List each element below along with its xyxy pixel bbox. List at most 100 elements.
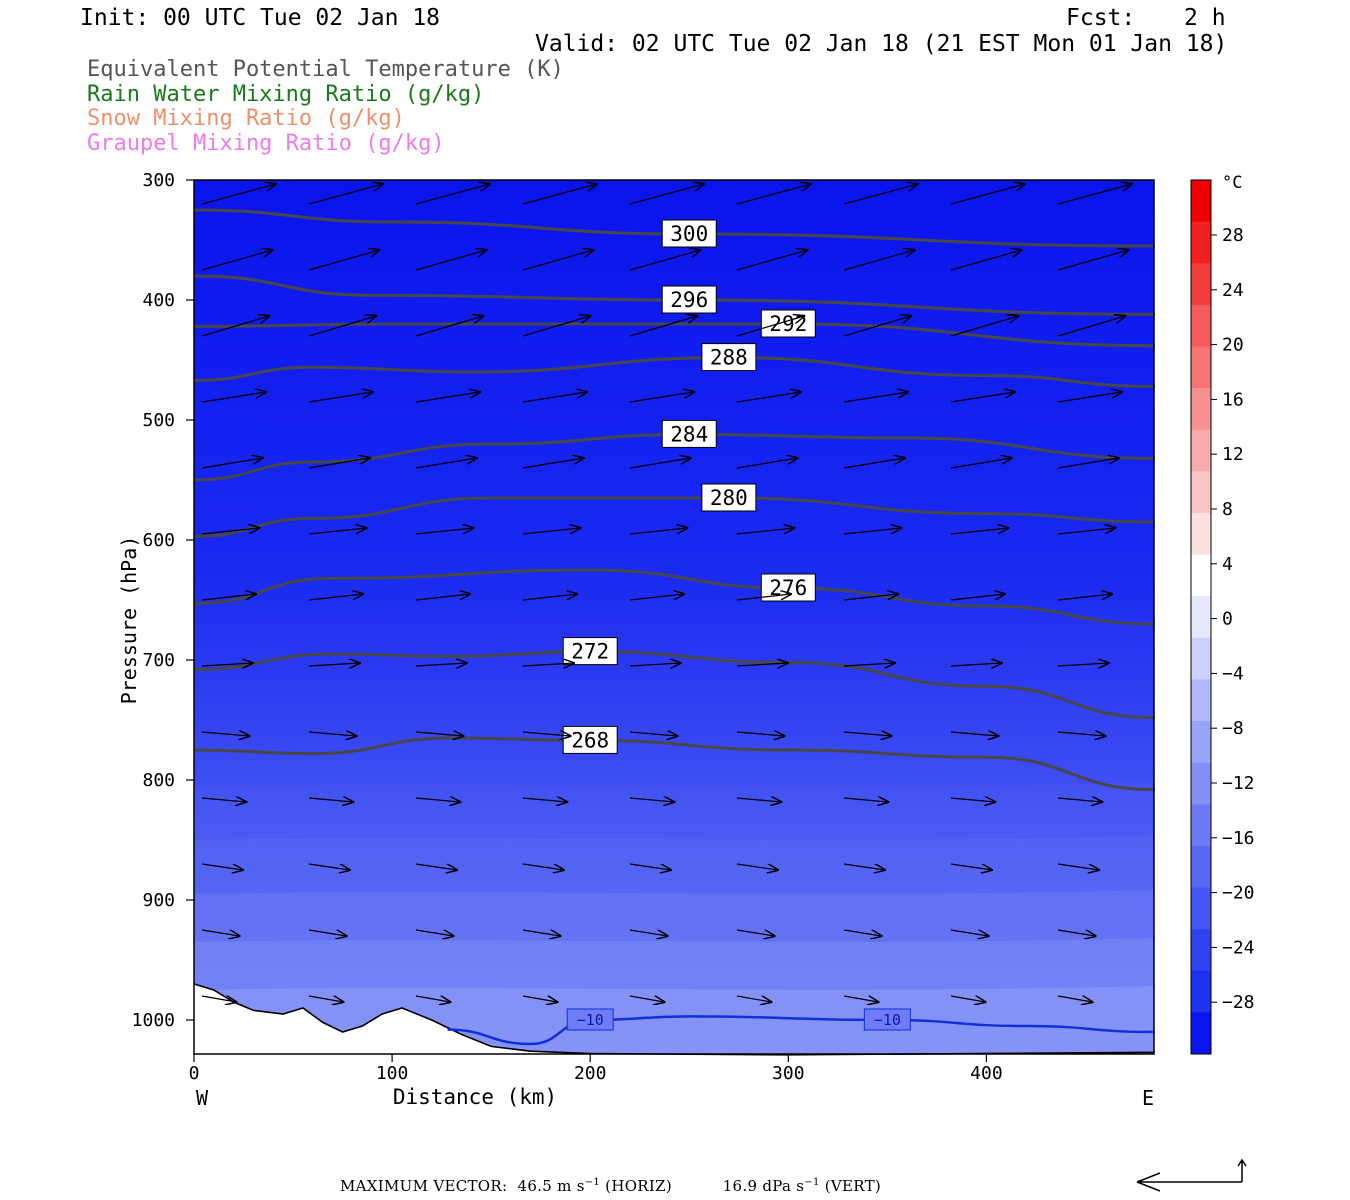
- wind-vector: [629, 996, 664, 1002]
- x-axis-title: Distance (km): [393, 1085, 557, 1109]
- temperature-label-0: −10: [577, 1011, 604, 1029]
- wind-vector: [1057, 316, 1125, 337]
- wind-vector: [950, 458, 1012, 469]
- y-tick-label-800: 800: [142, 770, 175, 791]
- wind-vector: [736, 392, 801, 403]
- legend-graupel: Graupel Mixing Ratio (g/kg): [87, 131, 445, 156]
- wind-vector: [629, 594, 684, 601]
- wind-vector: [308, 392, 373, 403]
- wind-vector: [522, 528, 580, 535]
- colorbar-label-4: 12: [1222, 444, 1244, 465]
- theta-e-contour-280: [193, 496, 1155, 538]
- wind-vector: [415, 184, 490, 205]
- wind-vector: [736, 528, 794, 535]
- colorbar-frame: [1190, 179, 1212, 1055]
- wind-vector: [736, 594, 791, 601]
- theta-e-label-box-280: [701, 483, 757, 512]
- wind-vector: [1057, 528, 1115, 535]
- x-tick-label-400: 400: [970, 1063, 1003, 1084]
- max-vector-vert: 16.9 dPa s: [722, 1177, 805, 1195]
- wind-vector: [415, 663, 467, 666]
- wind-vector: [201, 392, 266, 403]
- colorbar-segment-19: [1191, 970, 1211, 1013]
- colorbar-segment-6: [1191, 429, 1211, 472]
- wind-vector: [308, 996, 343, 1002]
- init-time: Init: 00 UTC Tue 02 Jan 18: [80, 5, 441, 31]
- wind-vector: [522, 458, 584, 469]
- wind-vector: [415, 732, 463, 736]
- wind-vector: [415, 528, 473, 535]
- max-vector-horiz-unit: −1: [584, 1177, 601, 1188]
- terrain-fill: [194, 984, 1155, 1055]
- colorbar-unit: °C: [1222, 173, 1242, 193]
- wind-vector: [736, 184, 811, 205]
- wind-vector: [522, 996, 557, 1002]
- colorbar-segment-4: [1191, 346, 1211, 389]
- colorbar-label-9: −8: [1222, 718, 1244, 739]
- wind-vector: [736, 863, 778, 870]
- wind-vector: [522, 250, 594, 271]
- theta-e-label-268: 268: [571, 728, 609, 752]
- wind-vector: [415, 594, 470, 601]
- theta-e-label-296: 296: [670, 288, 708, 312]
- max-vector-horiz-tag: (HORIZ): [605, 1177, 672, 1195]
- wind-vector: [522, 184, 597, 205]
- y-tick-label-900: 900: [142, 890, 175, 911]
- temperature-band-2: [194, 890, 1154, 1054]
- colorbar-segment-10: [1191, 596, 1211, 639]
- forecast-hour: 2 h: [1184, 5, 1226, 31]
- wind-vector: [415, 250, 487, 271]
- wind-vector: [736, 458, 798, 469]
- wind-vector: [629, 250, 701, 271]
- wind-vector: [308, 316, 376, 337]
- wind-vector: [522, 594, 577, 601]
- theta-e-contour-288: [193, 356, 1155, 388]
- wind-vector: [629, 798, 674, 802]
- colorbar-segment-1: [1191, 221, 1211, 264]
- max-vector-note: MAXIMUM VECTOR: 46.5 m s−1 (HORIZ) 16.9 …: [340, 1177, 881, 1195]
- wind-vector: [1057, 458, 1119, 469]
- wind-vector: [201, 528, 259, 535]
- wind-vector: [950, 316, 1018, 337]
- theta-e-contour-272: [193, 650, 1155, 720]
- wind-vector: [522, 663, 574, 666]
- wind-vector: [201, 458, 263, 469]
- wind-vector: [736, 732, 784, 736]
- y-tick-label-300: 300: [142, 170, 175, 191]
- wind-vector: [1057, 732, 1105, 736]
- wind-vector: [843, 594, 898, 601]
- wind-vector: [415, 458, 477, 469]
- wind-vector: [950, 184, 1025, 205]
- wind-vector: [308, 663, 360, 666]
- wind-vector: [843, 316, 911, 337]
- wind-vector: [201, 996, 236, 1002]
- colorbar-label-12: −20: [1222, 883, 1255, 904]
- wind-vector: [950, 663, 1002, 666]
- theta-e-contour-284: [193, 432, 1155, 482]
- theta-e-label-284: 284: [670, 422, 708, 446]
- wind-vector: [201, 316, 269, 337]
- wind-vector: [1057, 392, 1122, 403]
- wind-vector: [1057, 996, 1092, 1002]
- colorbar-label-10: −12: [1222, 773, 1255, 794]
- colorbar-label-14: −28: [1222, 992, 1255, 1013]
- colorbar-segment-20: [1191, 1012, 1211, 1055]
- wind-vector: [1057, 863, 1099, 870]
- wind-vector: [1057, 184, 1132, 205]
- colorbar-label-7: 0: [1222, 609, 1233, 630]
- wind-vector: [415, 863, 457, 870]
- colorbar-segment-16: [1191, 845, 1211, 889]
- wind-vector: [201, 732, 249, 736]
- colorbar-label-2: 20: [1222, 335, 1244, 356]
- wind-vector: [308, 184, 383, 205]
- colorbar-segment-7: [1191, 471, 1211, 514]
- theta-e-label-272: 272: [571, 640, 609, 664]
- x-tick-label-0: 0: [189, 1063, 200, 1084]
- colorbar-label-1: 24: [1222, 280, 1244, 301]
- temperature-band-0: [194, 782, 1154, 1054]
- wind-vector: [950, 392, 1015, 403]
- colorbar-segment-8: [1191, 512, 1211, 556]
- wind-vector: [843, 392, 908, 403]
- colorbar-segment-15: [1191, 804, 1211, 847]
